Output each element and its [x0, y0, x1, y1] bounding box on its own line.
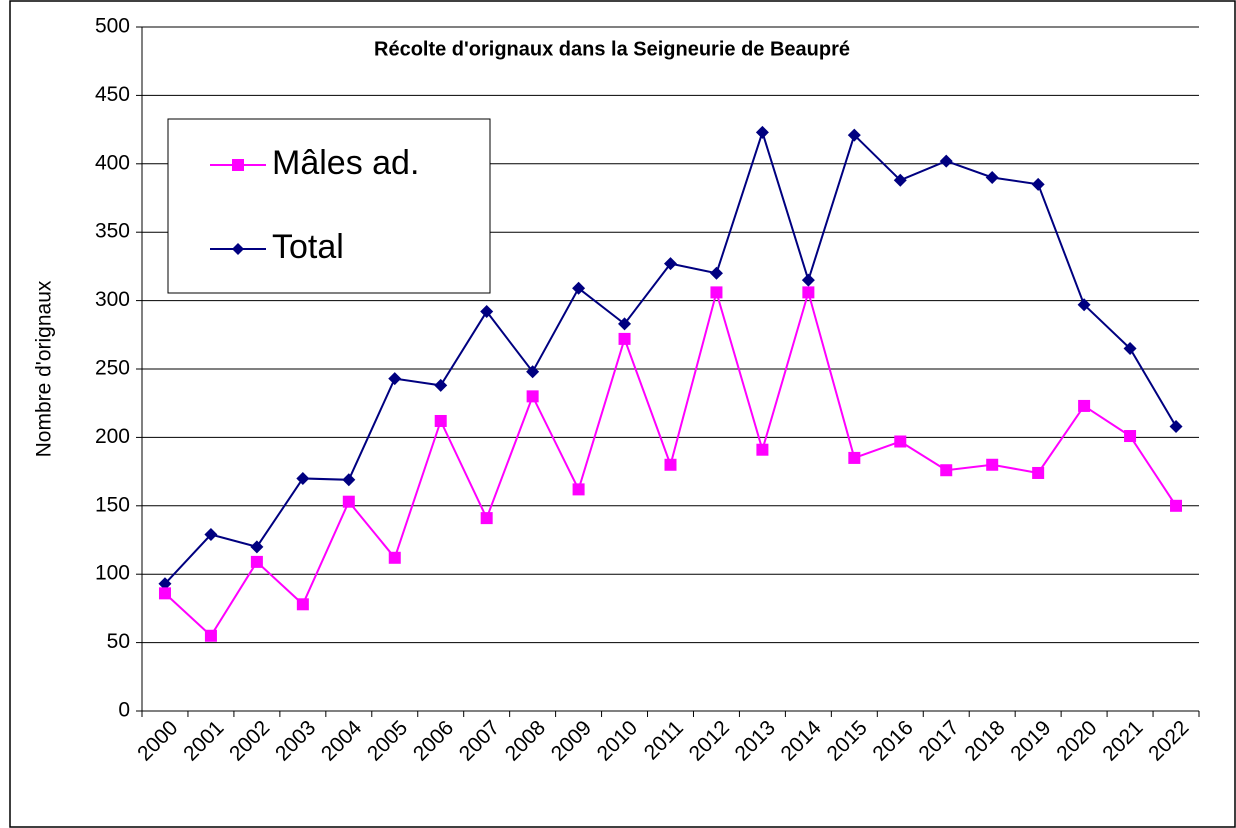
x-tick-label: 2014	[777, 716, 827, 766]
point	[250, 555, 263, 568]
x-tick-label: 2016	[868, 716, 917, 765]
y-tick-label: 250	[95, 357, 130, 380]
point	[893, 173, 907, 187]
point	[526, 365, 540, 379]
y-tick-label: 500	[95, 15, 130, 38]
point	[158, 587, 171, 600]
x-tick-label: 2020	[1052, 716, 1101, 765]
x-tick-label: 2019	[1006, 716, 1055, 765]
point	[296, 598, 309, 611]
legend-label: Mâles ad.	[272, 144, 419, 182]
point	[1078, 399, 1091, 412]
point	[618, 332, 631, 345]
y-tick-label: 300	[95, 288, 130, 311]
x-tick-label: 2021	[1098, 716, 1147, 765]
point	[894, 435, 907, 448]
point	[158, 577, 172, 591]
legend-box	[167, 118, 491, 294]
legend-marker	[232, 159, 244, 171]
point	[710, 286, 723, 299]
x-tick-label: 2005	[363, 716, 412, 765]
point	[572, 281, 586, 295]
point	[755, 125, 769, 139]
y-tick-label: 100	[95, 562, 130, 585]
point	[572, 483, 585, 496]
y-tick-label: 350	[95, 220, 130, 243]
point	[1170, 499, 1183, 512]
point	[664, 458, 677, 471]
x-tick-label: 2011	[640, 716, 688, 764]
x-tick-label: 2000	[133, 716, 182, 765]
chart-frame	[9, 0, 1236, 828]
point	[848, 451, 861, 464]
point	[434, 414, 447, 427]
y-tick-label: 400	[95, 151, 130, 174]
x-tick-label: 2017	[914, 716, 963, 765]
point	[480, 512, 493, 525]
point	[985, 170, 999, 184]
point	[250, 540, 264, 554]
x-tick-label: 2002	[225, 716, 274, 765]
x-tick-label: 2006	[409, 716, 458, 765]
y-tick-label: 200	[95, 425, 130, 448]
y-tick-label: 150	[95, 493, 130, 516]
point	[526, 390, 539, 403]
point	[1031, 177, 1045, 191]
point	[756, 443, 769, 456]
chart-title: Récolte d'orignaux dans la Seigneurie de…	[374, 38, 850, 60]
point	[342, 495, 355, 508]
point	[939, 154, 953, 168]
point	[388, 372, 402, 386]
x-tick-label: 2009	[547, 716, 596, 765]
point	[664, 257, 677, 271]
point	[847, 128, 861, 142]
x-tick-label: 2015	[822, 716, 871, 765]
x-tick-label: 2022	[1144, 716, 1193, 765]
point	[709, 266, 723, 280]
x-tick-label: 2004	[317, 716, 367, 766]
point	[204, 629, 217, 642]
x-tick-label: 2018	[960, 716, 1009, 765]
y-tick-label: 0	[118, 699, 130, 722]
point	[986, 458, 999, 471]
x-tick-label: 2008	[501, 716, 550, 765]
point	[434, 378, 448, 392]
legend-label: Total	[272, 228, 344, 266]
y-axis-label: Nombre d'orignaux	[33, 280, 56, 457]
point	[388, 551, 401, 564]
point	[1169, 419, 1183, 433]
point	[801, 273, 815, 287]
point	[1123, 341, 1137, 355]
point	[1032, 466, 1045, 479]
point	[204, 528, 218, 542]
point	[1077, 298, 1091, 312]
point	[342, 473, 356, 487]
x-tick-label: 2003	[271, 716, 320, 765]
point	[480, 305, 494, 319]
x-tick-label: 2007	[455, 716, 504, 765]
y-tick-label: 450	[95, 83, 130, 106]
point	[1124, 430, 1137, 443]
y-tick-label: 50	[107, 630, 130, 653]
point	[618, 317, 632, 331]
x-tick-label: 2013	[731, 716, 780, 765]
x-tick-label: 2010	[593, 716, 642, 765]
x-tick-label: 2001	[179, 716, 228, 765]
legend-marker	[232, 243, 244, 255]
point	[940, 464, 953, 477]
point	[296, 471, 310, 485]
point	[802, 286, 815, 299]
x-tick-label: 2012	[685, 716, 734, 765]
